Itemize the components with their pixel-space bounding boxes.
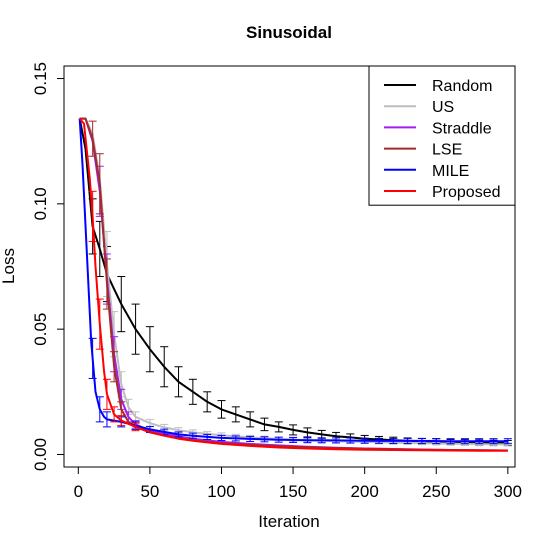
y-axis: 0.00 0.05 0.10 0.15 [31,62,64,471]
x-axis: 0 50 100 150 200 250 300 [74,467,522,501]
legend-item-lse: LSE [384,142,462,159]
legend-item-straddle: Straddle [384,120,492,137]
y-tick-label: 0.15 [31,62,50,95]
legend-label: US [432,99,454,116]
series-random [78,118,512,446]
series-line-random [78,118,508,444]
legend-label: Straddle [432,120,492,137]
legend-label: MILE [432,163,469,180]
x-axis-label: Iteration [258,512,319,531]
plot-frame [63,65,516,468]
x-tick-label: 50 [140,482,159,501]
y-tick-label: 0.10 [31,187,50,220]
legend-label: Random [432,78,492,95]
legend: Random US Straddle LSE MILE Proposed [368,65,516,206]
series-layer [78,117,512,452]
x-tick-label: 250 [422,482,450,501]
series-line-proposed [78,117,508,452]
x-tick-label: 300 [494,482,522,501]
series-proposed [78,117,508,452]
legend-item-mile: MILE [384,163,469,180]
legend-item-random: Random [384,78,492,95]
series-line-mile [78,118,508,443]
x-tick-label: 0 [74,482,83,501]
legend-item-proposed: Proposed [384,184,501,201]
x-tick-label: 150 [279,482,307,501]
x-tick-label: 100 [207,482,235,501]
legend-item-us: US [384,99,454,116]
error-bar-mile [503,438,512,445]
chart-title: Sinusoidal [246,23,332,42]
x-tick-label: 200 [350,482,378,501]
y-tick-label: 0.00 [31,438,50,471]
y-axis-label: Loss [0,248,18,284]
y-tick-label: 0.05 [31,313,50,346]
legend-box [368,65,516,206]
legend-label: Proposed [432,184,501,201]
legend-label: LSE [432,142,462,159]
